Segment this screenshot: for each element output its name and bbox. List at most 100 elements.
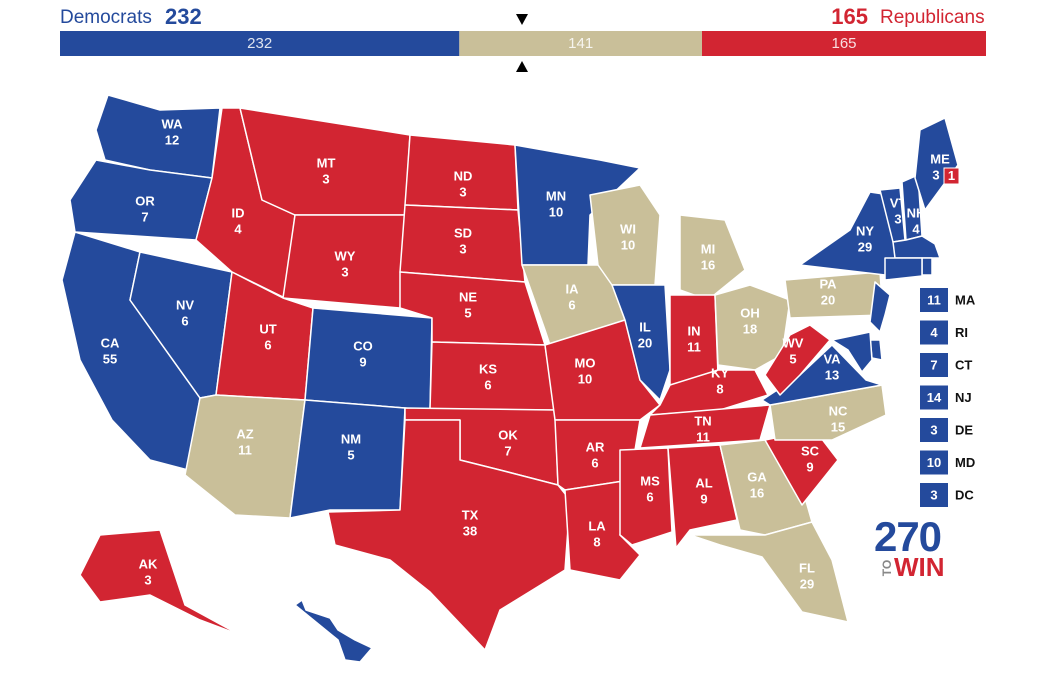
state-abbr: CO: [353, 338, 373, 353]
state-ev: 29: [800, 576, 814, 591]
district-box: [943, 167, 960, 185]
state-ev: 8: [593, 534, 600, 549]
callout-box: [920, 450, 948, 475]
state-abbr: KS: [479, 361, 497, 376]
midpoint-arrow-up: [516, 61, 528, 72]
state-ev: 6: [264, 337, 271, 352]
state: [611, 284, 671, 401]
state-ev: 8: [716, 381, 723, 396]
state-ev: 12: [165, 132, 179, 147]
state-ev: 3: [459, 184, 466, 199]
state-ev: 10: [578, 371, 592, 386]
state-ev: 9: [359, 354, 366, 369]
state-abbr: TX: [462, 507, 479, 522]
rep-label: Republicans: [880, 7, 985, 28]
state-abbr: MN: [546, 188, 566, 203]
bar-label: 141: [568, 35, 593, 52]
logo-number: 270: [874, 513, 942, 560]
state-ev: 7: [504, 443, 511, 458]
state-abbr: NV: [176, 297, 194, 312]
state-ev: 5: [347, 447, 354, 462]
state-ev: 3: [894, 211, 901, 226]
state-ev: 55: [103, 351, 117, 366]
state-abbr: NM: [341, 431, 361, 446]
state-abbr: NY: [856, 223, 874, 238]
state: [914, 117, 959, 211]
state-ev: 4: [912, 221, 920, 236]
state-ev: 3: [322, 171, 329, 186]
state-ev: 10: [549, 204, 563, 219]
callout-box: [920, 385, 948, 410]
state: [884, 257, 923, 281]
state-ev: 18: [743, 321, 757, 336]
state-abbr: LA: [588, 518, 606, 533]
state-abbr: IA: [566, 281, 580, 296]
state-abbr: KY: [711, 365, 729, 380]
callout-box: [920, 353, 948, 377]
state-abbr: MT: [317, 155, 336, 170]
state-abbr: ND: [454, 168, 473, 183]
callout-ev: 4: [930, 325, 938, 340]
state-ev: 4: [234, 221, 242, 236]
state-ev: 5: [464, 305, 471, 320]
state-abbr: NH: [907, 205, 926, 220]
state-ev: 13: [825, 367, 839, 382]
state-ev: 6: [568, 297, 575, 312]
state-abbr: AK: [139, 556, 158, 571]
callout-state: MA: [955, 292, 976, 307]
state-ev: 3: [932, 167, 939, 182]
bar-segment: [459, 31, 703, 56]
logo-to: TO: [880, 560, 894, 576]
state-abbr: MI: [701, 241, 715, 256]
state: [667, 444, 738, 549]
state: [764, 324, 831, 396]
state: [831, 331, 873, 373]
state: [921, 257, 933, 276]
state-abbr: IN: [688, 323, 701, 338]
state-abbr: AR: [586, 439, 605, 454]
callout-box: [920, 483, 948, 507]
state: [294, 599, 373, 663]
state-abbr: IL: [639, 319, 651, 334]
callout-box: [920, 320, 948, 345]
state-abbr: CA: [101, 335, 120, 350]
state-ev: 9: [806, 459, 813, 474]
state-abbr: AL: [695, 475, 712, 490]
state-abbr: SD: [454, 225, 472, 240]
callout-state: MD: [955, 455, 975, 470]
callout-ev: 3: [930, 422, 937, 437]
state-ev: 15: [831, 419, 845, 434]
state-abbr: WA: [162, 116, 184, 131]
bar-segment: [60, 31, 460, 56]
state-ev: 7: [141, 209, 148, 224]
state-abbr: FL: [799, 560, 815, 575]
callout-ev: 7: [930, 357, 937, 372]
callout-ev: 3: [930, 487, 937, 502]
dem-total: 232: [165, 4, 202, 29]
bar-segment: [702, 31, 986, 56]
state-ev: 6: [591, 455, 598, 470]
state-ev: 3: [459, 241, 466, 256]
state-ev: 4: [318, 644, 326, 659]
state-ev: 6: [484, 377, 491, 392]
state-ev: 16: [750, 485, 764, 500]
district-ev: 1: [948, 168, 955, 183]
state-abbr: NE: [459, 289, 477, 304]
state-abbr: PA: [819, 276, 837, 291]
logo: 270 TO WIN: [874, 513, 945, 582]
callout-state: CT: [955, 357, 972, 372]
state: [289, 399, 406, 519]
callout-state: NJ: [955, 390, 972, 405]
callout-state: DC: [955, 487, 974, 502]
state-ev: 3: [341, 264, 348, 279]
state-abbr: OR: [135, 193, 155, 208]
state-abbr: ME: [930, 151, 950, 166]
state-ev: 38: [463, 523, 477, 538]
state-abbr: VA: [823, 351, 841, 366]
states: WA12OR7CA55NV6ID4MT3WY3UT6AZ11CO9NM5ND3S…: [61, 94, 976, 663]
callout-ev: 11: [927, 292, 941, 307]
state-ev: 29: [858, 239, 872, 254]
state-ev: 6: [646, 489, 653, 504]
state-ev: 6: [181, 313, 188, 328]
logo-win: WIN: [894, 552, 945, 582]
